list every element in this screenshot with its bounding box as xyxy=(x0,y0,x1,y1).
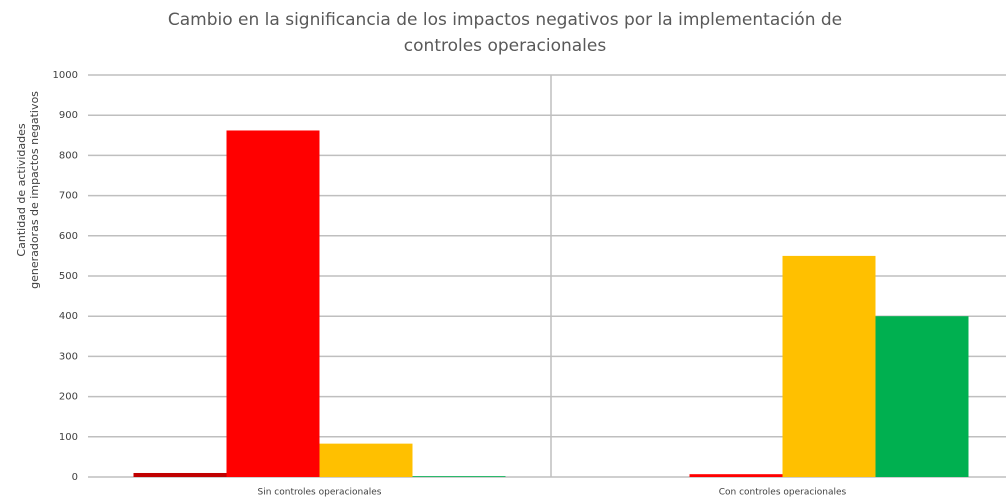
x-tick-label: Sin controles operacionales xyxy=(258,488,382,498)
chart-title: Cambio en la significancia de los impact… xyxy=(168,10,842,30)
y-tick-label: 700 xyxy=(59,191,78,202)
x-tick-label: Con controles operacionales xyxy=(719,488,847,498)
bar xyxy=(782,255,876,477)
y-tick-label: 100 xyxy=(59,432,78,443)
y-tick-label: 900 xyxy=(59,110,78,121)
chart-title: controles operacionales xyxy=(404,36,607,56)
y-tick-label: 300 xyxy=(59,351,78,362)
y-tick-label: 600 xyxy=(59,231,78,242)
bar xyxy=(689,474,783,477)
y-tick-label: 500 xyxy=(59,271,78,282)
bar xyxy=(133,472,227,477)
y-axis-title: Cantidad de actividades generadoras de i… xyxy=(15,91,41,289)
y-tick-label: 800 xyxy=(59,150,78,161)
bar xyxy=(319,443,413,477)
bar xyxy=(412,476,506,477)
bar xyxy=(226,130,320,477)
y-tick-label: 1000 xyxy=(53,70,78,81)
y-tick-label: 0 xyxy=(72,472,78,483)
y-tick-label: 400 xyxy=(59,311,78,322)
bar xyxy=(875,316,969,477)
y-axis-title-line: generadoras de impactos negativos xyxy=(28,91,41,289)
y-axis-title-line: Cantidad de actividades xyxy=(15,123,28,256)
y-tick-label: 200 xyxy=(59,392,78,403)
